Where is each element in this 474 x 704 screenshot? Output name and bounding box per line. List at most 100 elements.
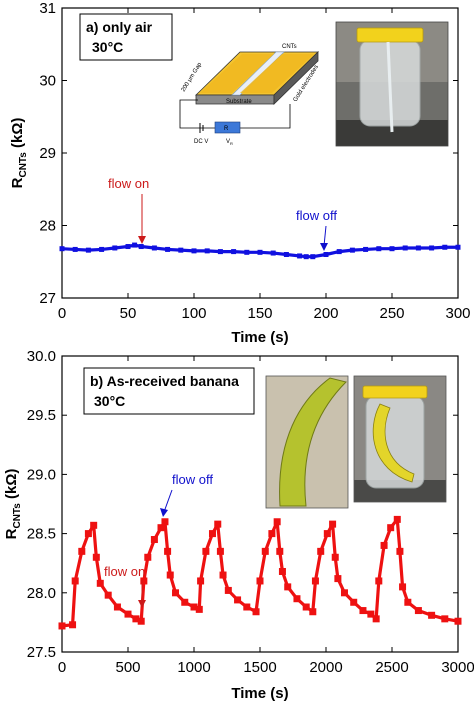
- panel-a-data-point: [376, 246, 382, 252]
- panel-b-chart: 0 500 1000 1500 2000 2500 3000 27.5 28.0 28.5 29.0…: [3, 348, 474, 702]
- panel-a-data-point: [191, 248, 197, 254]
- panel-a-x-tick-label: 100: [181, 305, 206, 322]
- panel-b-data-point: [393, 515, 401, 523]
- panel-b-data-point: [132, 615, 140, 623]
- panel-b-data-point: [359, 607, 367, 615]
- banana-jar-photo-frame: [353, 375, 447, 503]
- panel-b-data-point: [104, 591, 112, 599]
- panel-b-data-point: [372, 615, 380, 623]
- panel-b-data-point: [202, 547, 210, 555]
- panel-a-data-point: [178, 247, 184, 253]
- panel-a-x-tick-label: 300: [445, 305, 470, 322]
- panel-a-data-point: [336, 249, 342, 255]
- banana-shape: [279, 377, 347, 507]
- panel-b-data-point: [396, 547, 404, 555]
- panel-a-x-tick-label: 50: [120, 305, 137, 322]
- panel-a-data-point: [442, 244, 448, 250]
- panel-b-data-point: [256, 577, 264, 585]
- schematic-label-cnts: CNTs: [282, 44, 297, 50]
- panel-b-data-point: [350, 598, 358, 606]
- device-schematic-inset: Substrate CNTs 200 μm Gap Gold electrode…: [179, 44, 320, 146]
- panel-a-condition: 30°C: [92, 39, 123, 55]
- panel-b-flow-off-arrow: [163, 489, 173, 513]
- jar-lid: [356, 27, 424, 43]
- panel-a-data-point: [283, 252, 289, 257]
- panel-b-data-point: [164, 547, 172, 555]
- panel-b-data-point: [399, 583, 407, 591]
- panel-a-data-point: [455, 244, 461, 250]
- panel-b-data-point: [84, 530, 92, 538]
- panel-b-data-point: [329, 520, 337, 528]
- cnt-gap-strip: [231, 51, 285, 96]
- panel-b-data-point: [166, 571, 174, 579]
- panel-b-data-point: [150, 536, 158, 544]
- panel-b-annotation-flow-off: flow off: [160, 472, 213, 517]
- panel-a-data-point: [99, 246, 105, 252]
- panel-b-data-point: [375, 577, 383, 585]
- panel-a-data-point: [112, 245, 118, 251]
- gold-electrode-left: [200, 54, 274, 93]
- panel-b-data-point: [214, 520, 222, 528]
- panel-b-title: b) As-received banana: [90, 373, 239, 389]
- circuit-wire-right: [240, 104, 291, 129]
- panel-b-data-point: [276, 547, 284, 555]
- panel-b-y-tick-label: 28.5: [27, 526, 56, 543]
- schematic-label-substrate: Substrate: [226, 99, 252, 105]
- banana-photo-frame: [265, 375, 349, 509]
- panel-b-data-point: [140, 577, 148, 585]
- panel-b-data-point: [404, 598, 412, 606]
- banana-photo-inset: [265, 375, 349, 509]
- jar-tube: [386, 41, 394, 133]
- panel-a-data-point: [270, 250, 276, 256]
- panel-a-series: [59, 242, 461, 260]
- panel-b-data-point: [190, 603, 198, 611]
- panel-a-data-point: [72, 246, 78, 252]
- panel-b-flow-on-label: flow on: [104, 564, 145, 579]
- panel-a-data-point: [85, 247, 91, 253]
- panel-b-data-point: [90, 521, 98, 529]
- panel-b-x-tick-label: 1000: [177, 659, 210, 676]
- panel-b-y-axis-title: RCNTs (kΩ): [3, 469, 23, 540]
- panel-b-data-point: [124, 610, 132, 618]
- panel-a-flow-off-arrow: [323, 225, 327, 247]
- panel-b-flow-off-label: flow off: [172, 472, 213, 487]
- panel-a-data-point: [204, 248, 210, 254]
- panel-b-x-tick-label: 2500: [375, 659, 408, 676]
- panel-a-data-point: [323, 252, 329, 257]
- resistor-label: R: [224, 126, 229, 132]
- panel-b-data-point: [113, 603, 121, 611]
- panel-b-label-box: [83, 367, 255, 415]
- substrate-side: [273, 51, 319, 105]
- panel-b-data-point: [181, 598, 189, 606]
- panel-b-data-point: [161, 518, 169, 526]
- panel-b-x-tick-label: 3000: [441, 659, 474, 676]
- panel-b-data-point: [137, 617, 145, 625]
- panel-a-label-box: [79, 13, 173, 61]
- panel-a-x-tick-label: 250: [379, 305, 404, 322]
- panel-a-title: a) only air: [86, 19, 153, 35]
- panel-b-data-point: [331, 553, 339, 561]
- panel-b-x-tick-label: 0: [58, 659, 66, 676]
- panel-b-data-point: [195, 605, 203, 613]
- panel-b-x-tick-label: 1500: [243, 659, 276, 676]
- panel-b-data-point: [317, 547, 325, 555]
- panel-b-data-point: [157, 524, 165, 532]
- panel-b-data-point: [278, 567, 286, 575]
- panel-b-data-point: [268, 530, 276, 538]
- panel-a-y-tick-label: 31: [39, 0, 56, 17]
- schematic-label-vr: VR: [226, 139, 233, 146]
- panel-b-data-point: [219, 571, 227, 579]
- circuit-wire: [179, 99, 215, 129]
- banana-jar-lid: [362, 385, 428, 399]
- panel-b-data-point: [454, 617, 462, 625]
- panel-b-data-point: [172, 589, 180, 597]
- panel-b-data-point: [414, 607, 422, 615]
- panel-a-flow-on-label: flow on: [108, 176, 149, 191]
- panel-b-data-point: [428, 611, 436, 619]
- panel-b-data-point: [302, 603, 310, 611]
- panel-a-data-point: [132, 242, 138, 248]
- panel-b-data-point: [71, 577, 79, 585]
- schematic-label-gap: 200 μm Gap: [181, 61, 204, 93]
- panel-b-y-tick-label: 27.5: [27, 644, 56, 661]
